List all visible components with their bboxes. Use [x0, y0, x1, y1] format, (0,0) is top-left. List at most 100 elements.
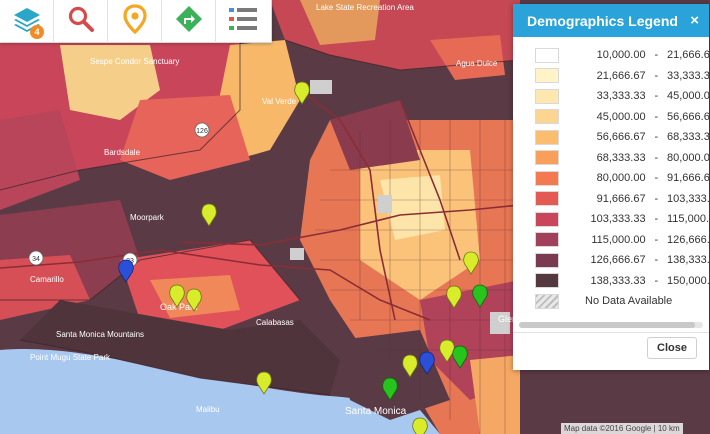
ocean: [0, 349, 440, 434]
legend-range-to: 103,333.33: [667, 192, 710, 205]
marker-yellow[interactable]: [463, 251, 479, 275]
marker-yellow[interactable]: [186, 288, 202, 312]
map-region: [330, 100, 420, 170]
legend-swatch: [535, 211, 559, 227]
legend-range-dash: -: [654, 233, 659, 246]
marker-yellow[interactable]: [446, 285, 462, 309]
legend-range-dash: -: [654, 274, 659, 287]
place-pin-button[interactable]: [108, 0, 162, 43]
map-region: [380, 175, 445, 240]
label-santa-monica-mtns: Santa Monica Mountains: [56, 330, 144, 339]
scale-label: 10 km: [657, 424, 680, 433]
label-agua-dulce: Agua Dulce: [456, 59, 498, 68]
label-lake-state: Lake State Recreation Area: [316, 3, 414, 12]
legend-range-from: 21,666.67: [596, 69, 646, 82]
legend-row: 138,333.33-150,000.00: [535, 271, 710, 292]
marker-green[interactable]: [382, 377, 398, 401]
legend-swatch: [535, 68, 559, 84]
marker-yellow[interactable]: [412, 417, 428, 434]
close-icon[interactable]: ×: [690, 12, 699, 29]
layers-count-badge: 4: [30, 25, 44, 39]
legend-range-dash: -: [654, 69, 659, 82]
directions-button[interactable]: [162, 0, 216, 43]
marker-yellow[interactable]: [256, 371, 272, 395]
label-oak-park: Oak Park: [160, 302, 198, 312]
legend-row: 115,000.00-126,666.67: [535, 230, 710, 251]
legend-header: Demographics Legend: [513, 4, 709, 37]
legend-range-to: 126,666.67: [667, 233, 710, 246]
label-sespe: Sespe Condor Sanctuary: [90, 57, 179, 66]
legend-swatch: [535, 232, 559, 248]
label-malibu: Malibu: [196, 405, 220, 414]
legend-title: Demographics Legend: [527, 12, 678, 29]
marker-yellow[interactable]: [294, 81, 310, 105]
legend-swatch: [535, 88, 559, 104]
legend-range-to: 150,000.00: [667, 274, 710, 287]
label-bardsdale: Bardsdale: [104, 148, 141, 157]
legend-range-dash: -: [654, 151, 659, 164]
marker-yellow[interactable]: [439, 339, 455, 363]
legend-range-from: 138,333.33: [590, 274, 646, 287]
legend-row: 103,333.33-115,000.00: [535, 209, 710, 230]
legend-swatch: [535, 129, 559, 145]
marker-yellow[interactable]: [169, 284, 185, 308]
list-button[interactable]: [216, 0, 270, 43]
list-icon: [228, 6, 258, 37]
map-attribution: Map data ©2016 Google | 10 km: [561, 423, 683, 434]
marker-yellow[interactable]: [201, 203, 217, 227]
legend-scrollbar-thumb[interactable]: [519, 322, 695, 328]
legend-range-from: 68,333.33: [596, 151, 646, 164]
marker-green[interactable]: [472, 284, 488, 308]
map-region: [300, 0, 380, 45]
legend-range-to: 115,000.00: [667, 213, 710, 226]
legend-row: 91,666.67-103,333.33: [535, 189, 710, 210]
legend-range-to: 91,666.67: [667, 172, 710, 185]
legend-row: 21,666.67-33,333.33: [535, 66, 710, 87]
legend-range-to: 45,000.00: [667, 90, 710, 103]
label-val-verde: Val Verde: [262, 97, 297, 106]
marker-yellow[interactable]: [402, 354, 418, 378]
marker-blue[interactable]: [419, 351, 435, 375]
map-markers[interactable]: [118, 81, 488, 434]
map-region: [60, 45, 160, 120]
label-point-mugu: Point Mugu State Park: [30, 353, 111, 362]
legend-range-to: 21,666.67: [667, 49, 710, 62]
legend-row: 126,666.67-138,333.33: [535, 250, 710, 271]
legend-range-dash: -: [654, 172, 659, 185]
legend-swatch: [535, 191, 559, 207]
shield-126: 126: [196, 128, 208, 135]
legend-swatch: [535, 252, 559, 268]
directions-icon: [175, 5, 203, 38]
map-region: [430, 35, 505, 80]
marker-blue[interactable]: [118, 259, 134, 283]
legend-scrollbar[interactable]: [519, 322, 703, 328]
legend-row: 68,333.33-80,000.00: [535, 148, 710, 169]
legend-rows: 10,000.00-21,666.6721,666.67-33,333.33 33…: [513, 37, 710, 312]
legend-range-from: 33,333.33: [596, 90, 646, 103]
legend-row: 10,000.00-21,666.67: [535, 45, 710, 66]
divider: [513, 332, 709, 333]
search-button[interactable]: [54, 0, 108, 43]
label-calabasas: Calabasas: [256, 318, 294, 327]
legend-range-from: 103,333.33: [590, 213, 646, 226]
legend-range-from: 91,666.67: [596, 192, 646, 205]
map-region: [340, 330, 450, 420]
legend-range-from: 80,000.00: [596, 172, 646, 185]
shield-34: 34: [32, 256, 40, 263]
close-button[interactable]: Close: [647, 337, 697, 359]
marker-green[interactable]: [452, 345, 468, 369]
legend-range-to: 80,000.00: [667, 151, 710, 164]
layers-button[interactable]: 4: [0, 0, 54, 43]
pin-icon: [122, 4, 147, 39]
legend-swatch-no-data: [535, 293, 559, 309]
legend-swatch: [535, 47, 559, 63]
legend-range-from: 56,666.67: [596, 131, 646, 144]
attribution-text: Map data ©2016 Google: [564, 424, 652, 433]
tract-boundaries: [315, 120, 520, 434]
legend-range-from: 115,000.00: [591, 233, 646, 246]
layers-icon: [12, 4, 42, 39]
label-moorpark: Moorpark: [130, 213, 165, 222]
label-santa-monica: Santa Monica: [345, 406, 407, 417]
legend-range-dash: -: [654, 90, 659, 103]
legend-swatch: [535, 273, 559, 289]
